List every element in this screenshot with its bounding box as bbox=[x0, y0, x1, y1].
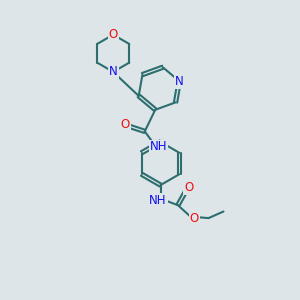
Text: O: O bbox=[121, 118, 130, 131]
Text: NH: NH bbox=[149, 194, 167, 207]
Text: N: N bbox=[175, 75, 184, 88]
Text: O: O bbox=[184, 181, 193, 194]
Text: O: O bbox=[109, 28, 118, 41]
Text: NH: NH bbox=[150, 140, 167, 154]
Text: O: O bbox=[190, 212, 199, 225]
Text: N: N bbox=[109, 65, 118, 78]
